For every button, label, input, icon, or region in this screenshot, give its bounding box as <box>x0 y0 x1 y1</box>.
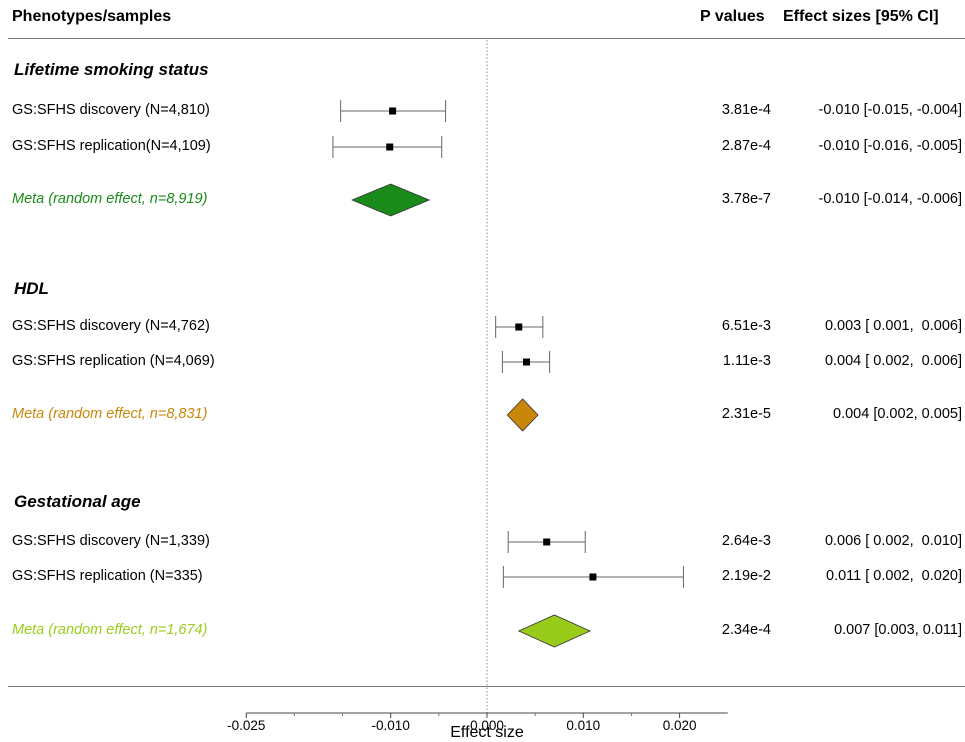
meta-diamond <box>506 398 539 432</box>
study-label: GS:SFHS discovery (N=4,810) <box>12 102 210 118</box>
point-estimate <box>522 358 530 366</box>
x-tick-label: -0.025 <box>227 718 265 733</box>
header-rule <box>8 38 965 39</box>
effect-size-ci: 0.006 [ 0.002, 0.010] <box>824 533 962 549</box>
point-estimate <box>543 538 551 546</box>
p-value: 2.34e-4 <box>721 622 771 638</box>
meta-label: Meta (random effect, n=8,919) <box>12 191 208 207</box>
p-value: 1.11e-3 <box>722 353 771 369</box>
study-label: GS:SFHS discovery (N=4,762) <box>12 318 210 334</box>
study-label: GS:SFHS discovery (N=1,339) <box>12 533 210 549</box>
meta-diamond <box>517 614 592 648</box>
point-estimate <box>515 323 523 331</box>
point-estimate <box>386 143 394 151</box>
meta-label: Meta (random effect, n=1,674) <box>12 622 208 638</box>
group-title: Gestational age <box>14 492 141 511</box>
point-estimate <box>589 573 597 581</box>
effect-size-ci: 0.007 [0.003, 0.011] <box>834 622 962 638</box>
effect-size-ci: -0.010 [-0.015, -0.004] <box>818 102 963 118</box>
group-title: Lifetime smoking status <box>14 60 209 79</box>
x-tick-label: 0.010 <box>566 718 600 733</box>
group-title: HDL <box>14 279 49 298</box>
p-value: 2.31e-5 <box>721 406 771 422</box>
x-axis-label: Effect size <box>450 724 524 741</box>
study-label: GS:SFHS replication (N=335) <box>12 568 203 584</box>
p-value: 2.64e-3 <box>721 533 771 549</box>
p-value: 6.51e-3 <box>721 318 771 334</box>
effect-size-ci: 0.011 [ 0.002, 0.020] <box>826 568 962 584</box>
footer-rule <box>8 686 965 687</box>
p-value: 3.81e-4 <box>721 102 771 118</box>
p-value: 3.78e-7 <box>721 191 771 207</box>
p-value: 2.19e-2 <box>721 568 771 584</box>
column-header-effect-sizes: Effect sizes [95% CI] <box>783 8 939 25</box>
column-header-pvalues: P values <box>700 8 765 25</box>
study-label: GS:SFHS replication(N=4,109) <box>12 138 211 154</box>
effect-size-ci: -0.010 [-0.016, -0.005] <box>818 138 963 154</box>
x-tick-label: -0.010 <box>372 718 410 733</box>
meta-diamond <box>351 183 431 217</box>
x-tick-label: 0.020 <box>663 718 697 733</box>
effect-size-ci: 0.004 [ 0.002, 0.006] <box>824 353 962 369</box>
point-estimate <box>389 107 397 115</box>
column-header-phenotypes: Phenotypes/samples <box>12 8 172 25</box>
meta-label: Meta (random effect, n=8,831) <box>12 406 208 422</box>
study-label: GS:SFHS replication (N=4,069) <box>12 353 215 369</box>
x-tick-label: 0.000 <box>470 718 504 733</box>
p-value: 2.87e-4 <box>721 138 771 154</box>
effect-size-ci: -0.010 [-0.014, -0.006] <box>818 191 963 207</box>
effect-size-ci: 0.004 [0.002, 0.005] <box>833 406 962 422</box>
effect-size-ci: 0.003 [ 0.001, 0.006] <box>824 318 962 334</box>
